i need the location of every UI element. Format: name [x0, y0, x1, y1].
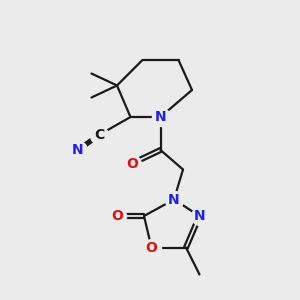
Text: N: N: [194, 209, 205, 223]
Text: O: O: [146, 241, 158, 254]
Text: O: O: [111, 209, 123, 223]
Text: O: O: [126, 157, 138, 170]
Text: N: N: [168, 193, 180, 206]
Text: N: N: [155, 110, 166, 124]
Text: C: C: [94, 128, 104, 142]
Text: N: N: [72, 143, 84, 157]
